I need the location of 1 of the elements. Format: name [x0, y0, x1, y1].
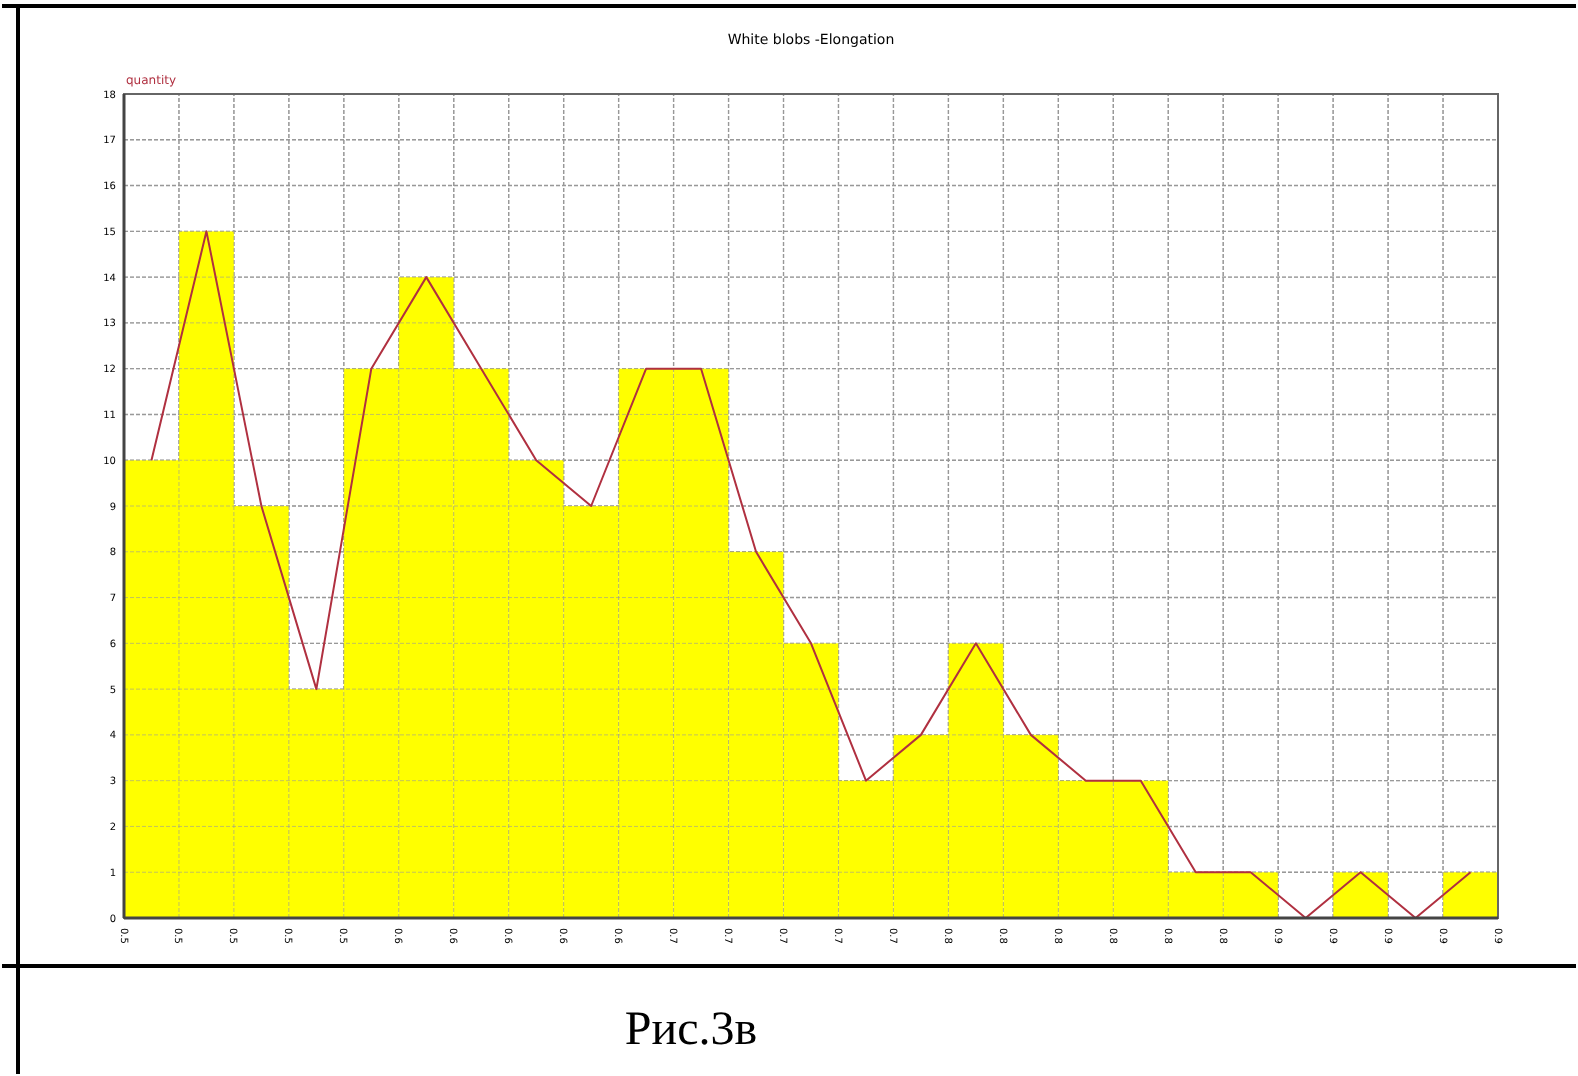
text: Рис.3в [624, 1004, 758, 1056]
